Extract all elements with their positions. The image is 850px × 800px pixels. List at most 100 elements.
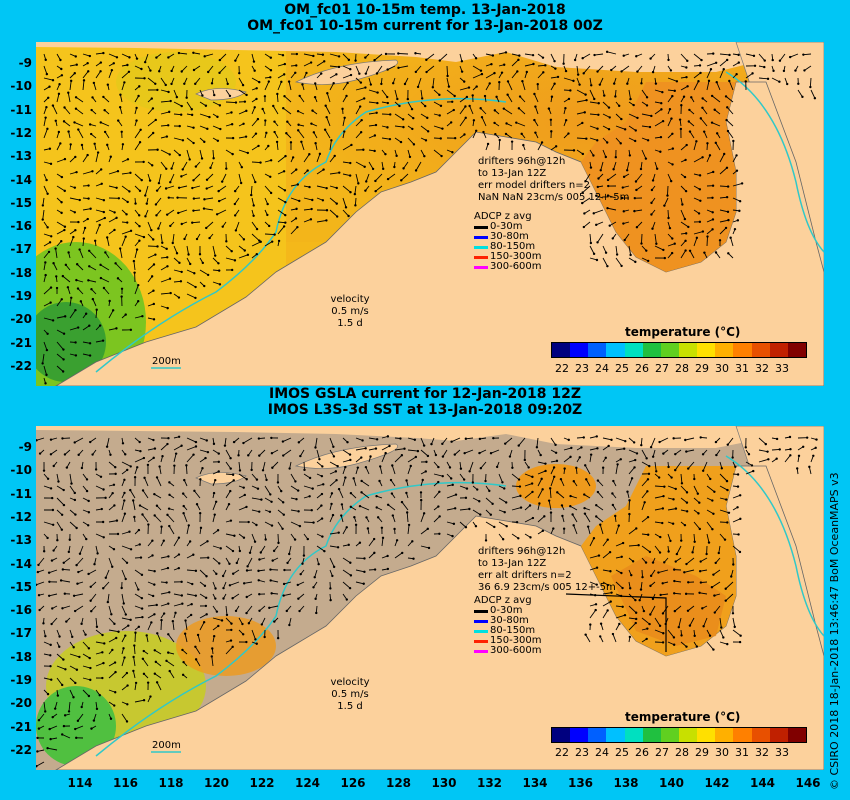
current-arrow-head (67, 710, 71, 713)
current-arrow (613, 161, 617, 170)
current-arrow-head (139, 449, 142, 453)
current-arrow-head (597, 102, 600, 105)
current-arrow (602, 437, 612, 441)
current-arrow-head (397, 66, 400, 70)
current-arrow (536, 437, 539, 448)
current-arrow-head (700, 58, 703, 62)
current-arrow (95, 152, 99, 163)
current-arrow-head (680, 634, 683, 637)
current-arrow-head (706, 235, 709, 238)
current-arrow-head (102, 210, 106, 214)
current-arrow (649, 605, 656, 615)
current-arrow-head (243, 100, 247, 103)
current-arrow-head (714, 141, 717, 145)
current-arrow (121, 172, 131, 175)
current-arrow-head (646, 627, 649, 630)
current-arrow-head (548, 487, 552, 490)
current-arrow (56, 521, 63, 530)
current-arrow (355, 98, 365, 103)
current-arrow (303, 197, 313, 201)
current-arrow-head (217, 262, 220, 265)
current-arrow-head (85, 537, 88, 541)
current-arrow-head (713, 490, 716, 493)
current-arrow (103, 96, 110, 103)
current-arrow (797, 89, 803, 98)
current-arrow-head (463, 451, 466, 455)
current-arrow-head (232, 479, 235, 482)
current-arrow-head (85, 489, 89, 493)
current-arrow-head (517, 107, 521, 110)
current-arrow (516, 122, 526, 127)
current-arrow (654, 508, 663, 511)
current-arrow-head (70, 296, 73, 299)
current-arrow-head (614, 95, 617, 98)
current-arrow-head (494, 133, 497, 136)
current-arrow-head (682, 95, 686, 98)
current-arrow-head (177, 211, 180, 215)
current-arrow (654, 545, 661, 553)
current-arrow-head (70, 482, 73, 485)
current-arrow (225, 257, 236, 261)
current-arrow (685, 437, 695, 441)
current-arrow (172, 621, 175, 631)
current-arrow (607, 51, 617, 55)
current-arrow (69, 327, 79, 331)
current-arrow-head (391, 514, 395, 517)
current-arrow-head (93, 563, 96, 566)
current-arrow-head (527, 466, 530, 469)
current-arrow-head (398, 104, 401, 108)
current-arrow-head (671, 522, 675, 525)
current-arrow-head (269, 159, 273, 162)
current-arrow (342, 557, 351, 564)
current-arrow-head (701, 97, 704, 100)
current-arrow (82, 154, 88, 163)
current-arrow (342, 74, 352, 79)
current-arrow-head (449, 121, 453, 124)
colorbar-swatch (715, 343, 734, 357)
current-arrow-head (106, 600, 110, 604)
current-arrow (498, 497, 507, 503)
current-arrow-head (630, 477, 634, 480)
current-arrow-head (553, 475, 556, 478)
current-arrow-head (815, 438, 818, 441)
current-arrow-head (267, 224, 271, 228)
current-arrow (689, 617, 695, 626)
current-arrow-head (203, 55, 206, 58)
current-arrow-head (120, 295, 123, 298)
current-arrow-head (685, 562, 688, 566)
current-arrow-head (549, 511, 553, 514)
current-arrow-head (96, 552, 99, 555)
current-arrow-head (51, 79, 55, 82)
latitude-label: -15 (10, 579, 32, 594)
current-arrow-head (685, 501, 689, 504)
current-arrow-head (112, 62, 115, 65)
current-arrow-head (133, 271, 136, 274)
current-arrow (186, 281, 196, 288)
current-arrow (686, 449, 695, 453)
current-arrow (654, 485, 665, 488)
current-arrow-head (295, 498, 298, 501)
current-arrow-head (620, 70, 623, 73)
longitude-label: 146 (795, 776, 821, 790)
current-arrow-head (581, 191, 584, 194)
adcp-legend-item: 300-600m (474, 646, 542, 656)
current-arrow (219, 65, 227, 74)
current-arrow-head (229, 489, 232, 493)
latitude-label: -9 (18, 56, 32, 70)
current-arrow-head (194, 440, 198, 444)
current-arrow-head (492, 436, 495, 440)
current-arrow-head (350, 143, 353, 147)
current-arrow (615, 437, 626, 442)
current-arrow (134, 129, 142, 139)
current-arrow-head (313, 95, 317, 99)
current-arrow-head (405, 491, 408, 495)
latitude-label: -21 (10, 335, 32, 350)
current-arrow-head (297, 123, 300, 126)
current-arrow (234, 53, 240, 61)
current-arrow-head (46, 226, 49, 229)
colorbar-tick: 26 (635, 362, 649, 375)
current-arrow-head (553, 59, 556, 63)
current-arrow (433, 101, 442, 107)
current-arrow-head (161, 454, 164, 458)
current-arrow-head (50, 559, 54, 562)
